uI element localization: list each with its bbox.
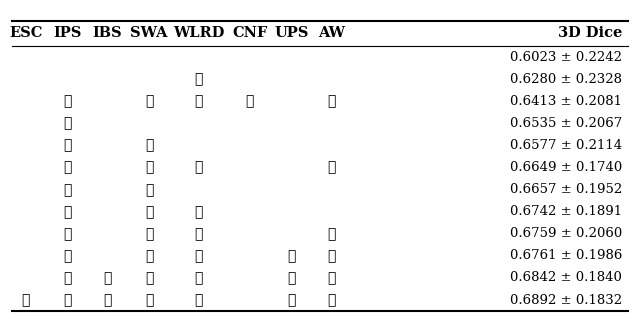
Text: ✓: ✓ bbox=[194, 227, 203, 241]
Text: ✓: ✓ bbox=[194, 205, 203, 219]
Text: 0.6842 ± 0.1840: 0.6842 ± 0.1840 bbox=[510, 271, 622, 284]
Text: ✓: ✓ bbox=[145, 205, 154, 219]
Text: 0.6535 ± 0.2067: 0.6535 ± 0.2067 bbox=[510, 117, 622, 130]
Text: ✓: ✓ bbox=[63, 293, 72, 307]
Text: ✓: ✓ bbox=[327, 271, 336, 285]
Text: ✓: ✓ bbox=[145, 139, 154, 153]
Text: ✓: ✓ bbox=[145, 271, 154, 285]
Text: ✓: ✓ bbox=[145, 183, 154, 197]
Text: ✓: ✓ bbox=[63, 139, 72, 153]
Text: ✓: ✓ bbox=[145, 249, 154, 263]
Text: 0.6761 ± 0.1986: 0.6761 ± 0.1986 bbox=[509, 249, 622, 262]
Text: ✓: ✓ bbox=[145, 227, 154, 241]
Text: AW: AW bbox=[318, 26, 345, 40]
Text: ✓: ✓ bbox=[21, 293, 30, 307]
Text: ✓: ✓ bbox=[287, 293, 296, 307]
Text: ✓: ✓ bbox=[194, 73, 203, 86]
Text: ESC: ESC bbox=[9, 26, 42, 40]
Text: 0.6649 ± 0.1740: 0.6649 ± 0.1740 bbox=[510, 161, 622, 174]
Text: ✓: ✓ bbox=[63, 94, 72, 108]
Text: ✓: ✓ bbox=[194, 94, 203, 108]
Text: ✓: ✓ bbox=[103, 293, 112, 307]
Text: UPS: UPS bbox=[274, 26, 308, 40]
Text: WLRD: WLRD bbox=[173, 26, 224, 40]
Text: ✓: ✓ bbox=[194, 271, 203, 285]
Text: 0.6280 ± 0.2328: 0.6280 ± 0.2328 bbox=[510, 73, 622, 86]
Text: ✓: ✓ bbox=[145, 293, 154, 307]
Text: ✓: ✓ bbox=[63, 205, 72, 219]
Text: 0.6577 ± 0.2114: 0.6577 ± 0.2114 bbox=[510, 139, 622, 152]
Text: 3D Dice: 3D Dice bbox=[557, 26, 622, 40]
Text: CNF: CNF bbox=[232, 26, 268, 40]
Text: ✓: ✓ bbox=[194, 249, 203, 263]
Text: ✓: ✓ bbox=[63, 249, 72, 263]
Text: IPS: IPS bbox=[53, 26, 81, 40]
Text: ✓: ✓ bbox=[194, 161, 203, 175]
Text: ✓: ✓ bbox=[63, 227, 72, 241]
Text: 0.6413 ± 0.2081: 0.6413 ± 0.2081 bbox=[510, 95, 622, 108]
Text: ✓: ✓ bbox=[327, 249, 336, 263]
Text: ✓: ✓ bbox=[327, 161, 336, 175]
Text: 0.6892 ± 0.1832: 0.6892 ± 0.1832 bbox=[510, 293, 622, 307]
Text: ✓: ✓ bbox=[103, 271, 112, 285]
Text: ✓: ✓ bbox=[63, 271, 72, 285]
Text: ✓: ✓ bbox=[145, 94, 154, 108]
Text: ✓: ✓ bbox=[63, 183, 72, 197]
Text: 0.6742 ± 0.1891: 0.6742 ± 0.1891 bbox=[510, 205, 622, 218]
Text: ✓: ✓ bbox=[145, 161, 154, 175]
Text: ✓: ✓ bbox=[327, 293, 336, 307]
Text: ✓: ✓ bbox=[287, 249, 296, 263]
Text: ✓: ✓ bbox=[327, 227, 336, 241]
Text: 0.6657 ± 0.1952: 0.6657 ± 0.1952 bbox=[510, 183, 622, 196]
Text: 0.6023 ± 0.2242: 0.6023 ± 0.2242 bbox=[510, 51, 622, 64]
Text: ✓: ✓ bbox=[245, 94, 254, 108]
Text: ✓: ✓ bbox=[63, 161, 72, 175]
Text: 0.6759 ± 0.2060: 0.6759 ± 0.2060 bbox=[510, 227, 622, 240]
Text: ✓: ✓ bbox=[63, 116, 72, 131]
Text: SWA: SWA bbox=[131, 26, 168, 40]
Text: IBS: IBS bbox=[93, 26, 122, 40]
Text: ✓: ✓ bbox=[327, 94, 336, 108]
Text: ✓: ✓ bbox=[287, 271, 296, 285]
Text: ✓: ✓ bbox=[194, 293, 203, 307]
